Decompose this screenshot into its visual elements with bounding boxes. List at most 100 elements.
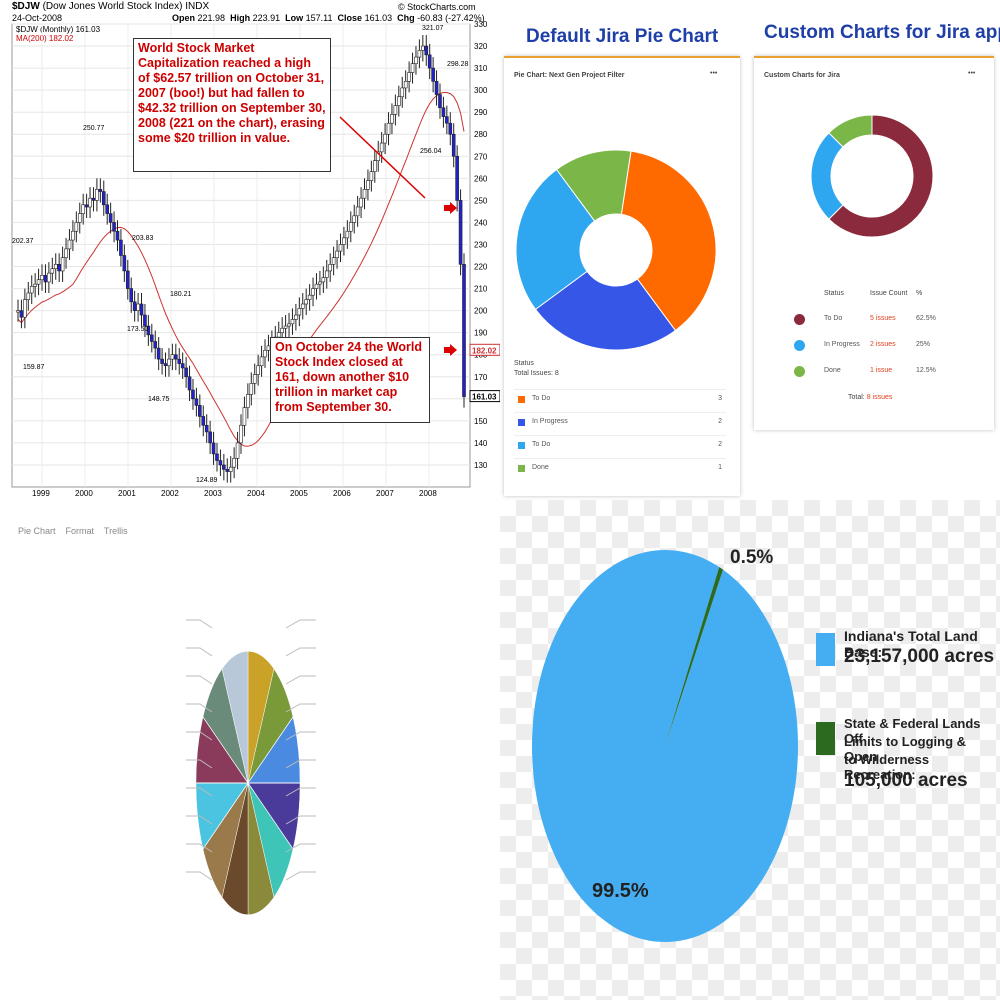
legend-swatch: [518, 419, 525, 426]
price-bar: [390, 114, 394, 124]
legend-value: 1: [718, 464, 722, 471]
custom-menu-icon[interactable]: •••: [968, 70, 976, 77]
price-bar: [417, 50, 422, 58]
y-tick-label: 280: [474, 130, 488, 139]
custom-legend-row: Done 1 issue 12.5%: [794, 364, 984, 380]
price-bar: [36, 279, 41, 285]
leader-line: [285, 703, 316, 713]
price-bar: [383, 133, 387, 144]
price-bar: [215, 453, 219, 461]
price-bar: [74, 222, 79, 232]
price-bar: [345, 230, 350, 239]
donut-slice: [515, 168, 596, 311]
legend1-line1: Indiana's Total Land Base:: [844, 628, 978, 660]
custom-header-count: Issue Count: [870, 290, 908, 297]
y-tick-label: 140: [474, 439, 488, 448]
price-bar: [235, 442, 240, 459]
legend-label: In Progress: [532, 418, 568, 425]
price-bar: [33, 283, 37, 287]
label-small-pct: 0.5%: [730, 547, 774, 568]
y-tick-label: 290: [474, 108, 488, 117]
stock-source: © StockCharts.com: [398, 2, 476, 12]
price-bar: [218, 460, 223, 466]
red-arrow-icon: [444, 202, 457, 214]
leader-line: [285, 843, 316, 853]
leader-line: [285, 815, 316, 825]
default-menu-icon[interactable]: •••: [710, 70, 718, 77]
red-arrow-icon: [444, 344, 457, 356]
price-bar: [119, 239, 123, 256]
leader-line: [186, 759, 213, 769]
price-bar: [372, 160, 377, 173]
price-bar: [163, 363, 168, 367]
y-tick-label: 170: [474, 373, 488, 382]
price-bar: [71, 230, 75, 241]
last-value-label: 182.02: [472, 346, 497, 355]
price-bar: [421, 45, 425, 51]
y-tick-label: 270: [474, 152, 488, 161]
price-bar: [362, 189, 367, 199]
price-bar: [84, 204, 89, 208]
x-tick-label: 2007: [376, 489, 394, 498]
toolbar-trellis[interactable]: Trellis: [103, 526, 128, 536]
legend-swatch: [518, 465, 525, 472]
price-bar: [386, 122, 391, 135]
price-bar: [191, 389, 195, 400]
legend-swatch: [518, 442, 525, 449]
price-bar: [136, 303, 140, 311]
pie-slice-small: [665, 567, 724, 746]
donut-slice: [620, 150, 717, 332]
price-bar: [249, 383, 254, 395]
price-bar: [53, 264, 58, 270]
custom-chart-heading: Custom Charts for Jira app: [764, 22, 1000, 43]
price-bar: [204, 424, 209, 433]
price-bar: [225, 469, 230, 472]
price-bar: [180, 363, 185, 369]
price-bar: [311, 288, 315, 296]
price-bar: [112, 222, 116, 232]
price-bar: [16, 310, 20, 313]
annotation-line: [339, 116, 426, 199]
price-bar: [156, 347, 161, 360]
legend-count: 2 issues: [870, 341, 896, 348]
x-tick-label: 2004: [247, 489, 265, 498]
price-bar: [101, 191, 106, 206]
price-bar: [98, 189, 103, 192]
price-bar: [451, 133, 456, 157]
price-bar: [198, 405, 202, 417]
price-bar: [139, 303, 144, 316]
stock-name: (Dow Jones World Stock Index): [42, 1, 183, 12]
price-bar: [246, 394, 250, 408]
price-bar: [300, 303, 305, 309]
label-big-pct: 99.5%: [592, 880, 649, 902]
price-bar: [331, 257, 336, 265]
toolbar-format[interactable]: Format: [65, 526, 95, 536]
stock-plot: 1301401501601701801902002102202302402502…: [11, 20, 500, 498]
indiana-pie: [532, 550, 799, 943]
stock-ma-line: MA(200) 182.02: [16, 34, 74, 43]
price-annotation: 256.04: [420, 148, 442, 155]
indiana-pie-group: [532, 550, 799, 943]
x-tick-label: 2003: [204, 489, 222, 498]
y-tick-label: 210: [474, 285, 488, 294]
price-bar: [294, 314, 298, 320]
price-bar: [462, 264, 466, 397]
price-bar: [222, 464, 226, 470]
legend-value: 2: [718, 418, 722, 425]
price-bar: [77, 213, 82, 223]
price-bar: [40, 275, 44, 281]
price-bar: [239, 424, 243, 444]
price-bar: [314, 283, 319, 289]
price-bar: [283, 325, 288, 329]
price-bar: [348, 222, 353, 232]
stock-legend-line: $DJW (Monthly) 161.03: [16, 25, 101, 34]
toolbar-pie-chart[interactable]: Pie Chart: [18, 526, 56, 536]
default-total: Total Issues: 8: [514, 370, 559, 377]
price-annotation: 203.83: [132, 235, 154, 242]
x-tick-label: 2001: [118, 489, 136, 498]
price-bar: [125, 270, 130, 289]
legend-label: Done: [532, 464, 549, 471]
stock-header: $DJW (Dow Jones World Stock Index) INDX: [12, 1, 209, 12]
stock-chart-panel: $DJW (Dow Jones World Stock Index) INDX …: [0, 0, 500, 500]
price-bar: [108, 213, 113, 223]
